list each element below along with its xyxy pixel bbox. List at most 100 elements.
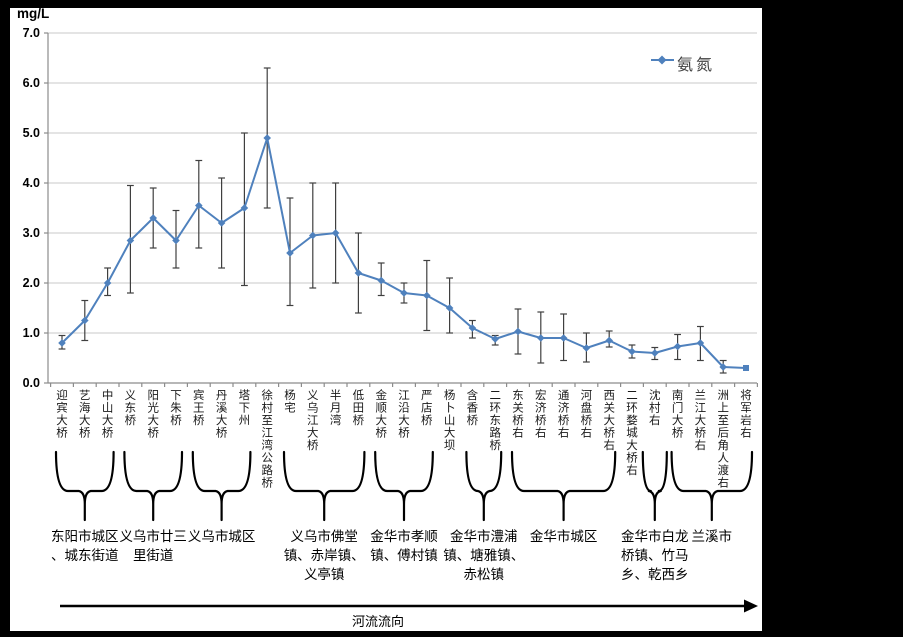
region-label-line: 义乌市城区 (187, 529, 256, 544)
data-point-marker (309, 231, 317, 240)
y-tick-label: 0.0 (22, 376, 40, 390)
x-category-label: 沈村右 (647, 389, 660, 427)
region-label-line: 镇、塘雅镇、 (443, 548, 525, 563)
data-point-marker (673, 342, 682, 351)
data-point-marker (514, 327, 522, 336)
data-point-marker (81, 316, 89, 325)
region-label: 金华市澧浦镇、塘雅镇、 赤松镇 (417, 527, 551, 584)
region-label-line: 金华市城区 (529, 529, 598, 544)
x-category-label: 西关大桥右 (602, 389, 615, 452)
y-axis-title: mg/L (17, 6, 50, 21)
x-category-label: 二环东路桥 (488, 389, 501, 452)
x-category-label: 杨宅 (283, 389, 295, 414)
data-point-marker (719, 363, 727, 371)
y-tick-label: 4.0 (22, 176, 40, 190)
region-label: 金华市白龙 桥镇、竹马 乡、乾西乡 (588, 527, 722, 584)
x-category-label: 将军岩右 (739, 389, 751, 439)
x-category-label: 兰江大桥右 (693, 389, 706, 452)
data-point-marker (651, 349, 659, 357)
data-point-marker (605, 336, 613, 345)
flow-direction-label: 河流流向 (351, 614, 404, 629)
x-category-label: 中山大桥 (100, 389, 113, 439)
x-category-label: 杨卜山大坝 (442, 389, 455, 452)
x-category-label: 二环婺城大桥右 (625, 389, 637, 477)
flow-arrow-head (744, 599, 758, 613)
data-point-marker (103, 279, 112, 287)
data-point-marker (377, 276, 385, 285)
region-label: 金华市孝顺镇、傅村镇 (337, 527, 471, 565)
x-category-label: 迎宾大桥 (55, 389, 67, 439)
region-brace (510, 450, 617, 522)
data-point-marker (537, 334, 545, 342)
data-point-marker (126, 236, 135, 245)
region-label: 义乌市廿三 里街道 (86, 527, 220, 565)
y-tick-label: 3.0 (22, 226, 40, 240)
legend-marker-icon (657, 55, 667, 65)
x-category-label: 河盘桥右 (579, 389, 592, 439)
data-point-marker (172, 236, 180, 245)
region-label-line: 金华市孝顺 (370, 529, 438, 544)
region-label-line: 桥镇、竹马 (621, 548, 689, 563)
region-label-line: 兰溪市 (691, 529, 733, 544)
chart-canvas (10, 8, 762, 631)
x-category-label: 阳光大桥 (146, 389, 159, 439)
x-category-label: 宏济桥右 (533, 389, 546, 439)
data-point-marker (286, 249, 294, 257)
region-label-line: 赤松镇 (463, 567, 505, 582)
y-tick-label: 6.0 (22, 76, 40, 90)
data-point-marker (58, 339, 66, 347)
data-point-marker (743, 365, 749, 371)
region-label: 兰溪市 (645, 527, 779, 546)
region-label-line: 义乌市廿三 (119, 529, 187, 544)
x-category-label: 丹溪大桥 (214, 389, 227, 439)
data-point-marker (696, 339, 705, 347)
y-tick-label: 5.0 (22, 126, 40, 140)
region-label-line: 镇、傅村镇 (370, 548, 438, 563)
x-category-label: 南门大桥 (670, 389, 683, 439)
region-label-line: 金华市白龙 (621, 529, 689, 544)
x-category-label: 含香桥 (465, 389, 478, 427)
data-point-marker (149, 214, 157, 222)
region-label-line: 义乌市佛堂 (290, 529, 358, 544)
x-category-label: 艺海大桥 (77, 389, 90, 439)
data-point-marker (263, 134, 271, 142)
region-brace (641, 450, 668, 522)
region-brace (670, 450, 754, 522)
data-point-marker (559, 334, 568, 342)
x-category-label: 宾王桥 (191, 389, 204, 427)
x-category-label: 下朱桥 (169, 389, 181, 427)
data-point-marker (217, 219, 226, 227)
x-category-label: 东关桥右 (511, 389, 523, 439)
region-label-line: 义亭镇 (303, 567, 345, 582)
region-brace (374, 450, 434, 522)
data-point-marker (582, 344, 591, 352)
region-label: 义乌市城区 (155, 527, 289, 546)
region-label: 义乌市佛堂镇、赤岸镇、 义亭镇 (257, 527, 391, 584)
x-category-label: 低田桥 (351, 389, 364, 427)
region-label: 金华市城区 (497, 527, 631, 546)
region-brace (282, 450, 366, 522)
region-label: 东阳市城区 、城东街道 (18, 527, 152, 565)
y-tick-label: 7.0 (22, 26, 40, 40)
x-category-label: 洲上至后角人渡右 (716, 389, 729, 489)
data-point-marker (240, 204, 249, 212)
region-label-line: 里街道 (132, 548, 174, 563)
x-category-label: 徐村至江湾公路桥 (260, 389, 273, 489)
data-point-marker (400, 289, 408, 297)
data-point-marker (628, 347, 636, 356)
region-label-line: 金华市澧浦 (450, 529, 518, 544)
region-label-line: 镇、赤岸镇、 (283, 548, 365, 563)
legend-label: 氨氮 (677, 57, 716, 74)
x-category-label: 严店桥 (419, 389, 432, 427)
x-category-label: 义乌江大桥 (305, 389, 318, 452)
region-brace (54, 450, 115, 522)
region-brace (123, 450, 184, 522)
data-point-marker (354, 269, 363, 277)
x-category-label: 半月湾 (328, 389, 341, 427)
x-category-label: 江沿大桥 (397, 389, 409, 439)
data-point-marker (195, 201, 203, 210)
x-category-label: 塔下州 (237, 389, 250, 427)
data-point-marker (423, 291, 431, 300)
